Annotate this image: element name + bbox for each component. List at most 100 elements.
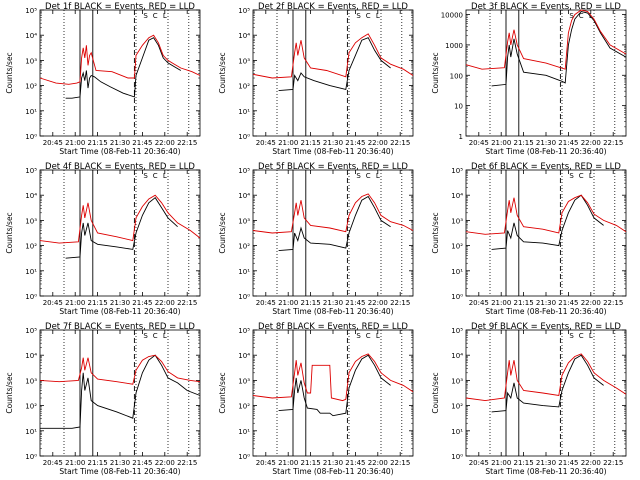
y-tick-label: 10² xyxy=(25,243,37,251)
x-tick-label: 21:45 xyxy=(345,139,365,147)
top-marker-label: L xyxy=(376,332,380,340)
chart-panel-8: Det 8f BLACK = Events, RED = LLD 10⁰ 10¹ 10… xyxy=(218,322,414,476)
x-tick-label: 22:00 xyxy=(155,139,175,147)
x-tick-label: 21:00 xyxy=(278,139,298,147)
series-line-events xyxy=(278,37,391,92)
y-tick-label: 10⁴ xyxy=(25,192,37,200)
x-tick-label: 20:45 xyxy=(469,139,489,147)
y-tick-label: 100 xyxy=(450,72,463,80)
x-tick-label: 21:45 xyxy=(132,299,152,307)
x-tick-label: 21:45 xyxy=(345,299,365,307)
y-tick-label: 1000 xyxy=(445,42,463,50)
top-marker-label: L xyxy=(376,12,380,20)
x-tick-label: 21:15 xyxy=(301,459,321,467)
x-tick-label: 21:30 xyxy=(110,459,130,467)
y-axis-label: Counts/sec xyxy=(431,372,440,413)
y-tick-label: 10² xyxy=(451,403,463,411)
y-axis-label: Counts/sec xyxy=(218,52,227,93)
x-axis-label: Start Time (08-Feb-11 20:36:40) xyxy=(59,147,180,156)
y-tick-label: 10¹ xyxy=(25,268,37,276)
y-tick-label: 10⁵ xyxy=(238,327,250,335)
x-tick-label: 21:30 xyxy=(536,459,556,467)
x-tick-label: 21:15 xyxy=(514,459,534,467)
series-line-events xyxy=(278,354,391,417)
y-tick-label: 10¹ xyxy=(25,428,37,436)
y-tick-label: 10000 xyxy=(441,12,463,20)
x-tick-label: 22:15 xyxy=(177,299,197,307)
y-tick-label: 10⁴ xyxy=(451,352,463,360)
chart-panel-7: Det 7f BLACK = Events, RED = LLD 10⁰ 10¹ 10… xyxy=(5,322,201,476)
top-marker-label: C xyxy=(366,332,371,340)
chart-title: Det 4f BLACK = Events, RED = LLD xyxy=(45,162,195,172)
x-axis-label: Start Time (08-Feb-11 20:36:40) xyxy=(59,467,180,476)
y-tick-label: 10⁴ xyxy=(238,192,250,200)
chart-panel-3: Det 3f BLACK = Events, RED = LLD 1 10 100 10… xyxy=(431,2,627,156)
top-marker-label: C xyxy=(153,172,158,180)
x-tick-label: 21:30 xyxy=(110,139,130,147)
y-tick-label: 10⁰ xyxy=(238,293,250,301)
x-tick-label: 21:15 xyxy=(88,139,108,147)
y-tick-label: 10⁰ xyxy=(25,293,37,301)
x-tick-label: 22:00 xyxy=(368,459,388,467)
x-tick-label: 20:45 xyxy=(469,459,489,467)
y-tick-label: 10⁴ xyxy=(451,192,463,200)
y-tick-label: 10⁴ xyxy=(25,32,37,40)
x-axis-label: Start Time (08-Feb-11 20:36:40) xyxy=(485,147,606,156)
y-tick-label: 10⁰ xyxy=(238,453,250,461)
x-tick-label: 21:45 xyxy=(345,459,365,467)
x-tick-label: 21:45 xyxy=(132,139,152,147)
top-marker-label: S xyxy=(356,332,361,340)
chart-title: Det 2f BLACK = Events, RED = LLD xyxy=(258,2,408,12)
y-tick-label: 10³ xyxy=(25,217,37,225)
series-line-events xyxy=(65,197,178,259)
chart-title: Det 5f BLACK = Events, RED = LLD xyxy=(258,162,408,172)
y-tick-label: 10² xyxy=(238,403,250,411)
chart-title: Det 6f BLACK = Events, RED = LLD xyxy=(471,162,621,172)
y-tick-label: 10⁴ xyxy=(238,352,250,360)
x-tick-label: 21:30 xyxy=(323,299,343,307)
y-tick-label: 10² xyxy=(451,243,463,251)
y-axis-label: Counts/sec xyxy=(5,212,14,253)
top-marker-label: S xyxy=(143,172,148,180)
x-tick-label: 22:00 xyxy=(368,139,388,147)
x-tick-label: 21:45 xyxy=(558,299,578,307)
y-tick-label: 10² xyxy=(238,83,250,91)
x-tick-label: 20:45 xyxy=(256,299,276,307)
x-tick-label: 20:45 xyxy=(43,459,63,467)
top-marker-label: C xyxy=(579,12,584,20)
top-marker-label: C xyxy=(366,12,371,20)
x-tick-label: 20:45 xyxy=(43,139,63,147)
x-tick-label: 22:15 xyxy=(603,459,623,467)
x-tick-label: 22:15 xyxy=(390,459,410,467)
y-tick-label: 10 xyxy=(454,103,463,111)
x-tick-label: 22:15 xyxy=(603,139,623,147)
y-tick-label: 10⁵ xyxy=(25,167,37,175)
x-tick-label: 21:30 xyxy=(323,459,343,467)
y-axis-label: Counts/sec xyxy=(218,372,227,413)
y-tick-label: 10⁰ xyxy=(25,453,37,461)
y-tick-label: 10³ xyxy=(451,217,463,225)
y-tick-label: 10⁵ xyxy=(25,7,37,15)
x-tick-label: 21:30 xyxy=(110,299,130,307)
x-axis-label: Start Time (08-Feb-11 20:36:40) xyxy=(59,307,180,316)
y-tick-label: 10⁵ xyxy=(238,167,250,175)
x-tick-label: 21:45 xyxy=(558,139,578,147)
y-tick-label: 10⁰ xyxy=(25,133,37,141)
x-tick-label: 21:15 xyxy=(301,299,321,307)
y-tick-label: 10⁵ xyxy=(451,167,463,175)
x-tick-label: 21:15 xyxy=(88,299,108,307)
x-tick-label: 21:00 xyxy=(491,459,511,467)
x-tick-label: 22:00 xyxy=(155,459,175,467)
x-tick-label: 21:00 xyxy=(278,459,298,467)
y-tick-label: 10³ xyxy=(25,57,37,65)
y-tick-label: 10¹ xyxy=(451,268,463,276)
top-marker-label: L xyxy=(163,172,167,180)
top-marker-label: S xyxy=(569,172,574,180)
top-marker-label: S xyxy=(143,12,148,20)
x-tick-label: 21:00 xyxy=(278,299,298,307)
x-tick-label: 22:15 xyxy=(390,299,410,307)
y-axis-label: Counts/sec xyxy=(431,52,440,93)
x-tick-label: 21:15 xyxy=(514,139,534,147)
x-tick-label: 22:00 xyxy=(155,299,175,307)
y-tick-label: 10¹ xyxy=(238,428,250,436)
